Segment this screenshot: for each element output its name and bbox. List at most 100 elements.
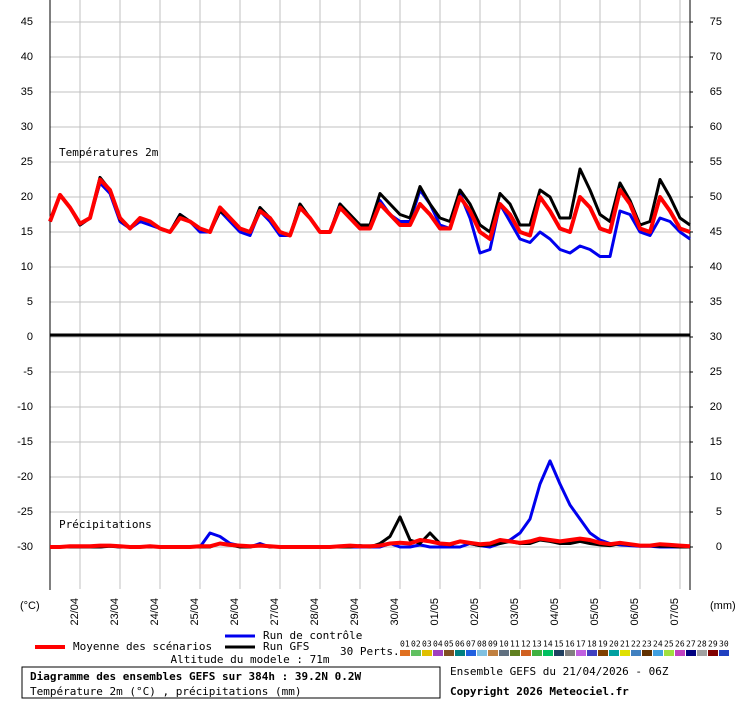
- perturbation-swatch: [675, 650, 685, 656]
- perturbation-swatch: [620, 650, 630, 656]
- perturbation-swatch: [488, 650, 498, 656]
- perturbation-number: 09: [488, 640, 498, 649]
- perturbation-swatch: [521, 650, 531, 656]
- precip-line: [50, 536, 691, 549]
- perturbation-swatch: [664, 650, 674, 656]
- perturbation-number: 12: [521, 640, 531, 649]
- perturbation-number: 01: [400, 640, 410, 649]
- y-tick-label: 5: [27, 296, 33, 308]
- perturbation-number: 28: [697, 640, 707, 649]
- perturbation-number: 24: [653, 640, 663, 649]
- perturbation-number: 26: [675, 640, 685, 649]
- perturbation-number: 10: [499, 640, 509, 649]
- y2-tick-label: 60: [710, 121, 722, 133]
- perturbation-number: 20: [609, 640, 619, 649]
- y-tick-label: 15: [21, 226, 33, 238]
- perturbation-label: 30 Perts.: [340, 645, 400, 658]
- x-tick-label: 22/04: [69, 598, 81, 626]
- x-tick-label: 25/04: [189, 598, 201, 626]
- y-tick-label: 20: [21, 191, 33, 203]
- perturbation-swatch: [422, 650, 432, 656]
- y-tick-label: 35: [21, 86, 33, 98]
- y2-tick-label: 75: [710, 16, 722, 28]
- x-tick-label: 26/04: [229, 598, 241, 626]
- copyright: Copyright 2026 Meteociel.fr: [450, 685, 629, 698]
- perturbation-number: 19: [598, 640, 608, 649]
- perturbation-swatch: [477, 650, 487, 656]
- perturbation-number: 14: [543, 640, 553, 649]
- perturbation-swatch: [576, 650, 586, 656]
- perturbation-swatch: [455, 650, 465, 656]
- perturbation-swatch: [587, 650, 597, 656]
- y2-tick-label: 20: [710, 401, 722, 413]
- perturbation-number: 22: [631, 640, 641, 649]
- y2-tick-label: 70: [710, 51, 722, 63]
- x-tick-label: 01/05: [429, 598, 441, 626]
- perturbation-swatch: [400, 650, 410, 656]
- perturbation-swatch: [411, 650, 421, 656]
- perturbation-number: 08: [477, 640, 487, 649]
- x-tick-label: 03/05: [509, 598, 521, 626]
- perturbation-swatch: [708, 650, 718, 656]
- y2-tick-label: 5: [716, 506, 722, 518]
- x-tick-label: 05/05: [589, 598, 601, 626]
- x-tick-label: 27/04: [269, 598, 281, 626]
- y2-tick-label: 50: [710, 191, 722, 203]
- y-tick-label: -25: [17, 506, 33, 518]
- x-tick-label: 06/05: [629, 598, 641, 626]
- perturbation-swatch: [433, 650, 443, 656]
- perturbation-swatch: [609, 650, 619, 656]
- perturbation-swatch: [719, 650, 729, 656]
- y-tick-label: 10: [21, 261, 33, 273]
- perturbation-swatch: [444, 650, 454, 656]
- y2-tick-label: 45: [710, 226, 722, 238]
- y2-tick-label: 55: [710, 156, 722, 168]
- perturbation-swatch: [466, 650, 476, 656]
- perturbation-swatch: [631, 650, 641, 656]
- perturbation-number: 21: [620, 640, 630, 649]
- altitude: Altitude du modele : 71m: [171, 653, 330, 666]
- perturbation-number: 04: [433, 640, 443, 649]
- perturbation-swatch: [543, 650, 553, 656]
- y2-tick-label: 10: [710, 471, 722, 483]
- perturbation-number: 11: [510, 640, 520, 649]
- info-box: [21, 666, 441, 699]
- perturbation-swatch: [532, 650, 542, 656]
- y2-tick-label: 25: [710, 366, 722, 378]
- x-tick-label: 07/05: [669, 598, 681, 626]
- perturbation-number: 03: [422, 640, 432, 649]
- panel-label: Températures 2m: [59, 146, 159, 159]
- legend-label: Run de contrôle: [263, 629, 362, 642]
- panel-label: Précipitations: [59, 518, 152, 531]
- y-tick-label: -30: [17, 541, 33, 553]
- x-tick-label: 24/04: [149, 598, 161, 626]
- perturbation-number: 05: [444, 640, 454, 649]
- legend-label: Run GFS: [263, 640, 309, 653]
- perturbation-swatch: [565, 650, 575, 656]
- perturbation-swatch: [598, 650, 608, 656]
- perturbation-swatch: [653, 650, 663, 656]
- y-tick-label: 25: [21, 156, 33, 168]
- y2-tick-label: 30: [710, 331, 722, 343]
- perturbation-swatch: [510, 650, 520, 656]
- subtitle: Température 2m (°C) , précipitations (mm…: [30, 685, 302, 698]
- x-tick-label: 28/04: [309, 598, 321, 626]
- perturbation-number: 25: [664, 640, 674, 649]
- y-tick-label: -15: [17, 436, 33, 448]
- perturbation-number: 17: [576, 640, 586, 649]
- y2-unit: (mm): [710, 600, 736, 612]
- y-tick-label: -5: [23, 366, 33, 378]
- perturbation-number: 13: [532, 640, 542, 649]
- perturbation-number: 27: [686, 640, 696, 649]
- perturbation-number: 07: [466, 640, 476, 649]
- y2-tick-label: 0: [716, 541, 722, 553]
- x-tick-label: 04/05: [549, 598, 561, 626]
- x-tick-label: 02/05: [469, 598, 481, 626]
- y2-tick-label: 15: [710, 436, 722, 448]
- perturbation-number: 29: [708, 640, 718, 649]
- title: Diagramme des ensembles GEFS sur 384h : …: [30, 670, 362, 683]
- y-unit: (°C): [20, 600, 40, 612]
- temperature-line: [48, 177, 691, 241]
